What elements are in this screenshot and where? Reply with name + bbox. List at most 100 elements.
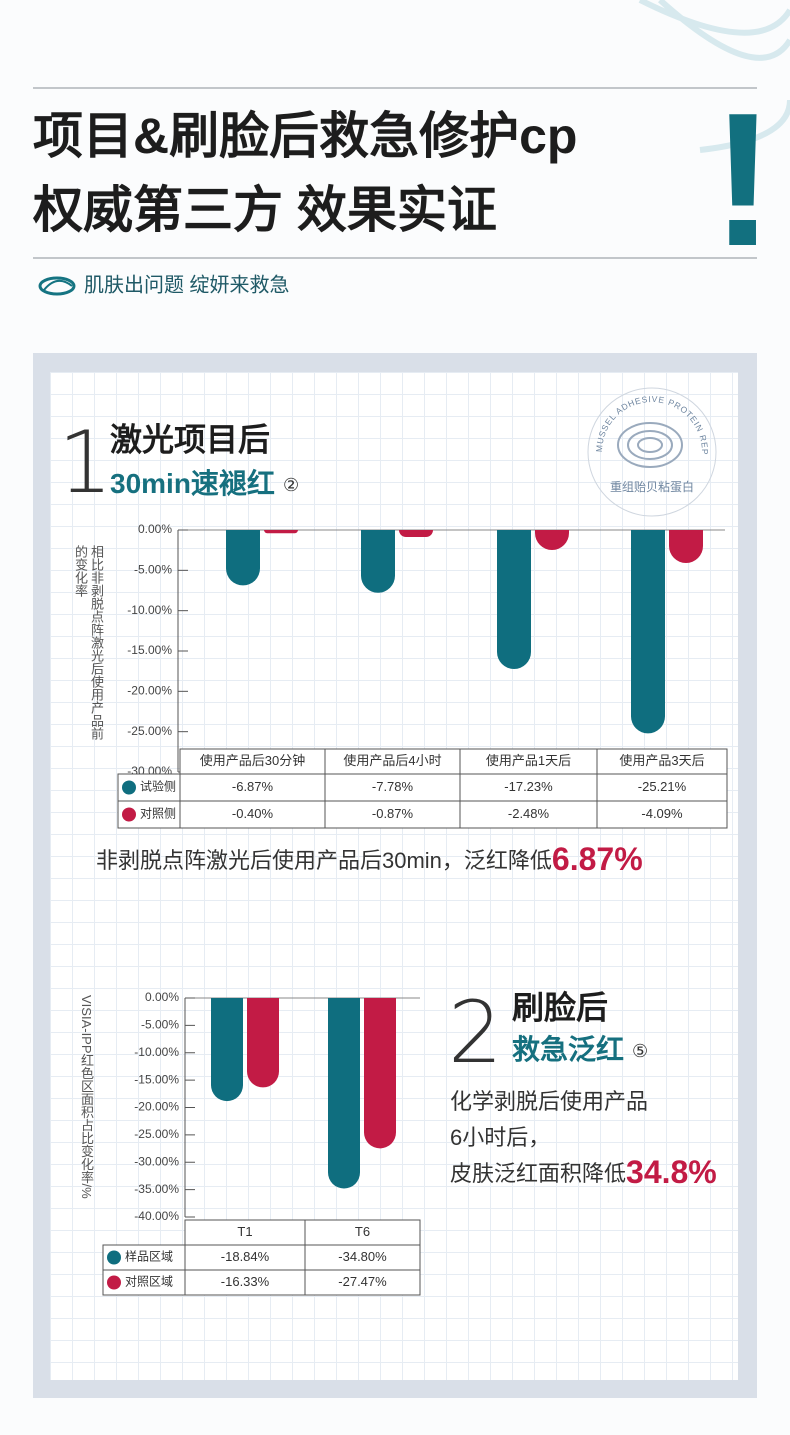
- value-label: -17.23%: [504, 779, 553, 794]
- category-label: T1: [237, 1224, 252, 1239]
- y-tick-label: -30.00%: [134, 1154, 179, 1168]
- annotation-line: 化学剥脱后使用产品: [450, 1089, 648, 1114]
- table-cell: [184, 1244, 306, 1271]
- y-tick-label: -15.00%: [134, 1072, 179, 1086]
- table-cell: [324, 773, 461, 802]
- chart-title: 刷脸后: [512, 989, 608, 1025]
- table-cell: [324, 800, 461, 829]
- category-label: T6: [355, 1224, 370, 1239]
- y-tick-label: 0.00%: [138, 522, 172, 536]
- tagline-icon: [38, 276, 76, 296]
- bar: [211, 998, 243, 1102]
- y-tick-label: -10.00%: [134, 1045, 179, 1059]
- y-axis-label: VISIA-IPP红色区面积占比变化率/%: [79, 995, 94, 1199]
- value-label: -0.40%: [232, 806, 274, 821]
- y-tick-label: -40.00%: [134, 1209, 179, 1223]
- value-label: -2.48%: [508, 806, 550, 821]
- bar: [535, 530, 569, 551]
- y-tick-label: -25.00%: [134, 1127, 179, 1141]
- chart-subtitle: 30min速褪红: [110, 467, 275, 499]
- table-cell: [596, 748, 728, 775]
- header-title: 权威第三方 效果实证: [32, 182, 497, 238]
- y-axis-label: 相比非剥脱点阵激光后使用产品前的变化率: [73, 545, 104, 740]
- y-tick-label: -10.00%: [127, 603, 172, 617]
- bar: [264, 530, 298, 534]
- table-cell: [596, 800, 728, 829]
- chart-number: 2: [448, 983, 503, 1083]
- bar: [497, 530, 531, 669]
- legend-label: 试验侧: [140, 779, 176, 794]
- value-label: -4.09%: [641, 806, 683, 821]
- value-label: -25.21%: [638, 779, 687, 794]
- y-axis-label-box: 相比非剥脱点阵激光后使用产品前的变化率: [73, 545, 104, 740]
- legend-label: 样品区域: [125, 1249, 173, 1264]
- table-cell: [304, 1219, 421, 1246]
- table-cell: [459, 748, 598, 775]
- table-cell: [179, 773, 326, 802]
- y-tick-label: -35.00%: [134, 1182, 179, 1196]
- annotation-line: 6小时后，: [450, 1125, 550, 1150]
- category-label: 使用产品1天后: [486, 753, 571, 768]
- annotation-line: 皮肤泛红面积降低34.8%: [450, 1154, 717, 1190]
- y-tick-label: -20.00%: [127, 684, 172, 698]
- legend-label: 对照区域: [125, 1275, 173, 1289]
- chart-note: ⑤: [632, 1041, 648, 1061]
- y-tick-label: -5.00%: [134, 563, 172, 577]
- value-label: -16.33%: [221, 1274, 270, 1289]
- y-tick-label: -25.00%: [127, 724, 172, 738]
- legend-label: 对照侧: [140, 807, 176, 821]
- chart-note: ②: [283, 475, 299, 495]
- value-label: -6.87%: [232, 779, 274, 794]
- y-tick-label: -5.00%: [141, 1018, 179, 1032]
- y-axis-label-box: VISIA-IPP红色区面积占比变化率/%: [79, 995, 94, 1199]
- table-cell: [179, 800, 326, 829]
- annotation-line: 非剥脱点阵激光后使用产品后30min，泛红降低6.87%: [96, 841, 643, 877]
- y-tick-label: -20.00%: [134, 1100, 179, 1114]
- bar: [364, 998, 396, 1149]
- annotation-highlight: 6.87%: [552, 841, 643, 877]
- chart-subtitle-line: 救急泛红 ⑤: [512, 1033, 648, 1065]
- category-label: 使用产品3天后: [619, 753, 704, 768]
- table-cell: [304, 1269, 421, 1296]
- table-cell: [459, 773, 598, 802]
- chart-subtitle-line: 30min速褪红 ②: [110, 467, 299, 499]
- table-cell: [596, 773, 728, 802]
- bar: [361, 530, 395, 593]
- y-tick-label: -15.00%: [127, 643, 172, 657]
- legend-swatch: [122, 780, 136, 795]
- table-cell: [459, 800, 598, 829]
- value-label: -34.80%: [338, 1249, 387, 1264]
- annotation-text: 非剥脱点阵激光后使用产品后30min，泛红降低: [96, 848, 552, 873]
- category-label: 使用产品后4小时: [343, 753, 441, 768]
- tagline: 肌肤出问题 绽妍来救急: [84, 273, 290, 296]
- header-title: 项目&刷脸后救急修护cp: [33, 108, 577, 164]
- bar: [247, 998, 279, 1088]
- legend-swatch: [122, 807, 136, 822]
- table-cell: [179, 748, 326, 775]
- table-cell: [184, 1269, 306, 1296]
- legend-swatch: [107, 1250, 121, 1265]
- y-tick-label: 0.00%: [145, 990, 179, 1004]
- value-label: -18.84%: [221, 1249, 270, 1264]
- category-label: 使用产品后30分钟: [200, 753, 305, 768]
- chart-number: 1: [58, 413, 113, 513]
- chart-subtitle: 救急泛红: [512, 1033, 624, 1065]
- value-label: -0.87%: [372, 806, 414, 821]
- annotation-highlight: 34.8%: [626, 1154, 717, 1190]
- legend-swatch: [107, 1275, 121, 1290]
- decor-swirl: [638, 0, 790, 153]
- bar: [399, 530, 433, 538]
- exclaim: !: [711, 74, 774, 286]
- bar: [631, 530, 665, 734]
- annotation-text: 6小时后，: [450, 1125, 550, 1150]
- chart-title: 激光项目后: [110, 421, 270, 457]
- value-label: -7.78%: [372, 779, 414, 794]
- annotation-text: 皮肤泛红面积降低: [450, 1161, 626, 1186]
- bar: [328, 998, 360, 1189]
- bar: [226, 530, 260, 586]
- bar: [669, 530, 703, 563]
- annotation-text: 化学剥脱后使用产品: [450, 1089, 648, 1114]
- value-label: -27.47%: [338, 1274, 387, 1289]
